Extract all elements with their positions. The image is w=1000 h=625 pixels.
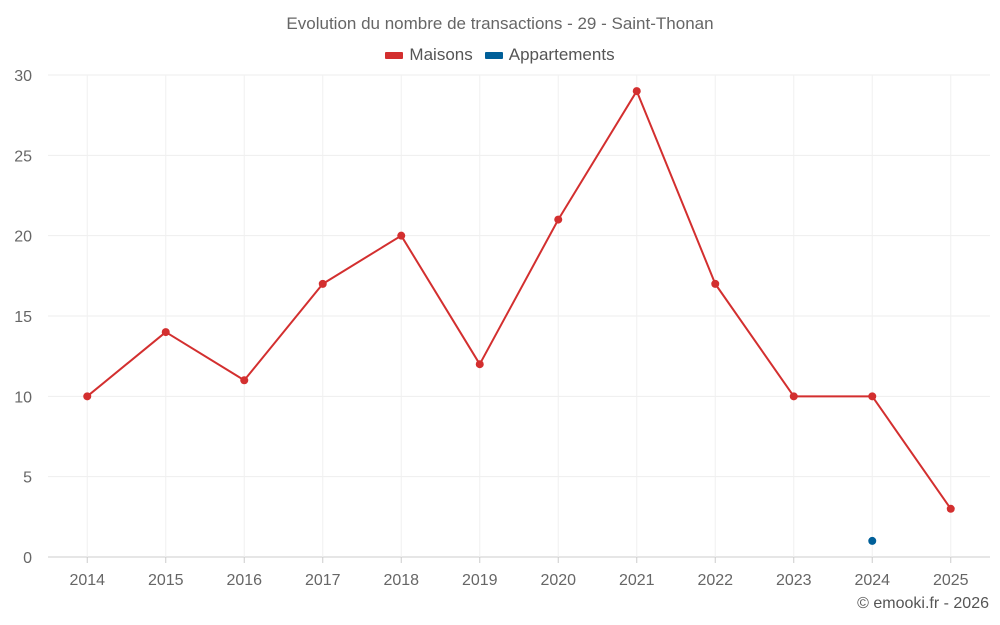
x-tick-label: 2023 — [776, 572, 812, 589]
y-tick-label: 25 — [14, 148, 32, 165]
x-tick-label: 2018 — [383, 572, 419, 589]
x-tick-label: 2015 — [148, 572, 184, 589]
legend-label-appartements: Appartements — [508, 45, 615, 64]
data-point-maisons[interactable] — [83, 392, 92, 401]
chart-title: Evolution du nombre de transactions - 29… — [286, 14, 714, 33]
data-point-maisons[interactable] — [711, 279, 720, 288]
y-tick-label: 10 — [14, 389, 32, 406]
x-tick-label: 2025 — [933, 572, 969, 589]
data-point-maisons[interactable] — [789, 392, 798, 401]
y-tick-label: 0 — [23, 550, 32, 567]
x-tick-label: 2019 — [462, 572, 498, 589]
series-line-maisons — [86, 90, 952, 510]
y-tick-label: 30 — [14, 68, 32, 85]
data-point-maisons[interactable] — [475, 360, 484, 369]
legend-swatch-appartements — [484, 51, 503, 59]
data-point-maisons[interactable] — [946, 504, 955, 513]
data-point-maisons[interactable] — [240, 376, 249, 385]
data-point-maisons[interactable] — [161, 328, 170, 337]
x-tick-label: 2022 — [697, 572, 733, 589]
y-tick-label: 5 — [23, 470, 32, 487]
watermark: © emooki.fr - 2026 — [857, 595, 989, 612]
x-tick-label: 2020 — [540, 572, 576, 589]
x-tick-label: 2016 — [226, 572, 262, 589]
data-point-maisons[interactable] — [554, 215, 563, 224]
x-tick-label: 2024 — [854, 572, 890, 589]
legend-item-maisons[interactable]: Maisons — [385, 45, 473, 65]
chart-legend: Maisons Appartements — [0, 45, 1000, 65]
data-point-maisons[interactable] — [318, 279, 327, 288]
x-tick-label: 2014 — [69, 572, 105, 589]
x-tick-label: 2017 — [305, 572, 341, 589]
legend-item-appartements[interactable]: Appartements — [484, 45, 615, 65]
data-point-maisons[interactable] — [632, 87, 641, 96]
legend-swatch-maisons — [385, 51, 404, 59]
data-point-maisons[interactable] — [397, 231, 406, 240]
data-point-appartements[interactable] — [868, 536, 877, 545]
y-tick-label: 20 — [14, 229, 32, 246]
y-tick-label: 15 — [14, 309, 32, 326]
x-tick-label: 2021 — [619, 572, 655, 589]
data-point-maisons[interactable] — [868, 392, 877, 401]
legend-label-maisons: Maisons — [409, 45, 473, 64]
